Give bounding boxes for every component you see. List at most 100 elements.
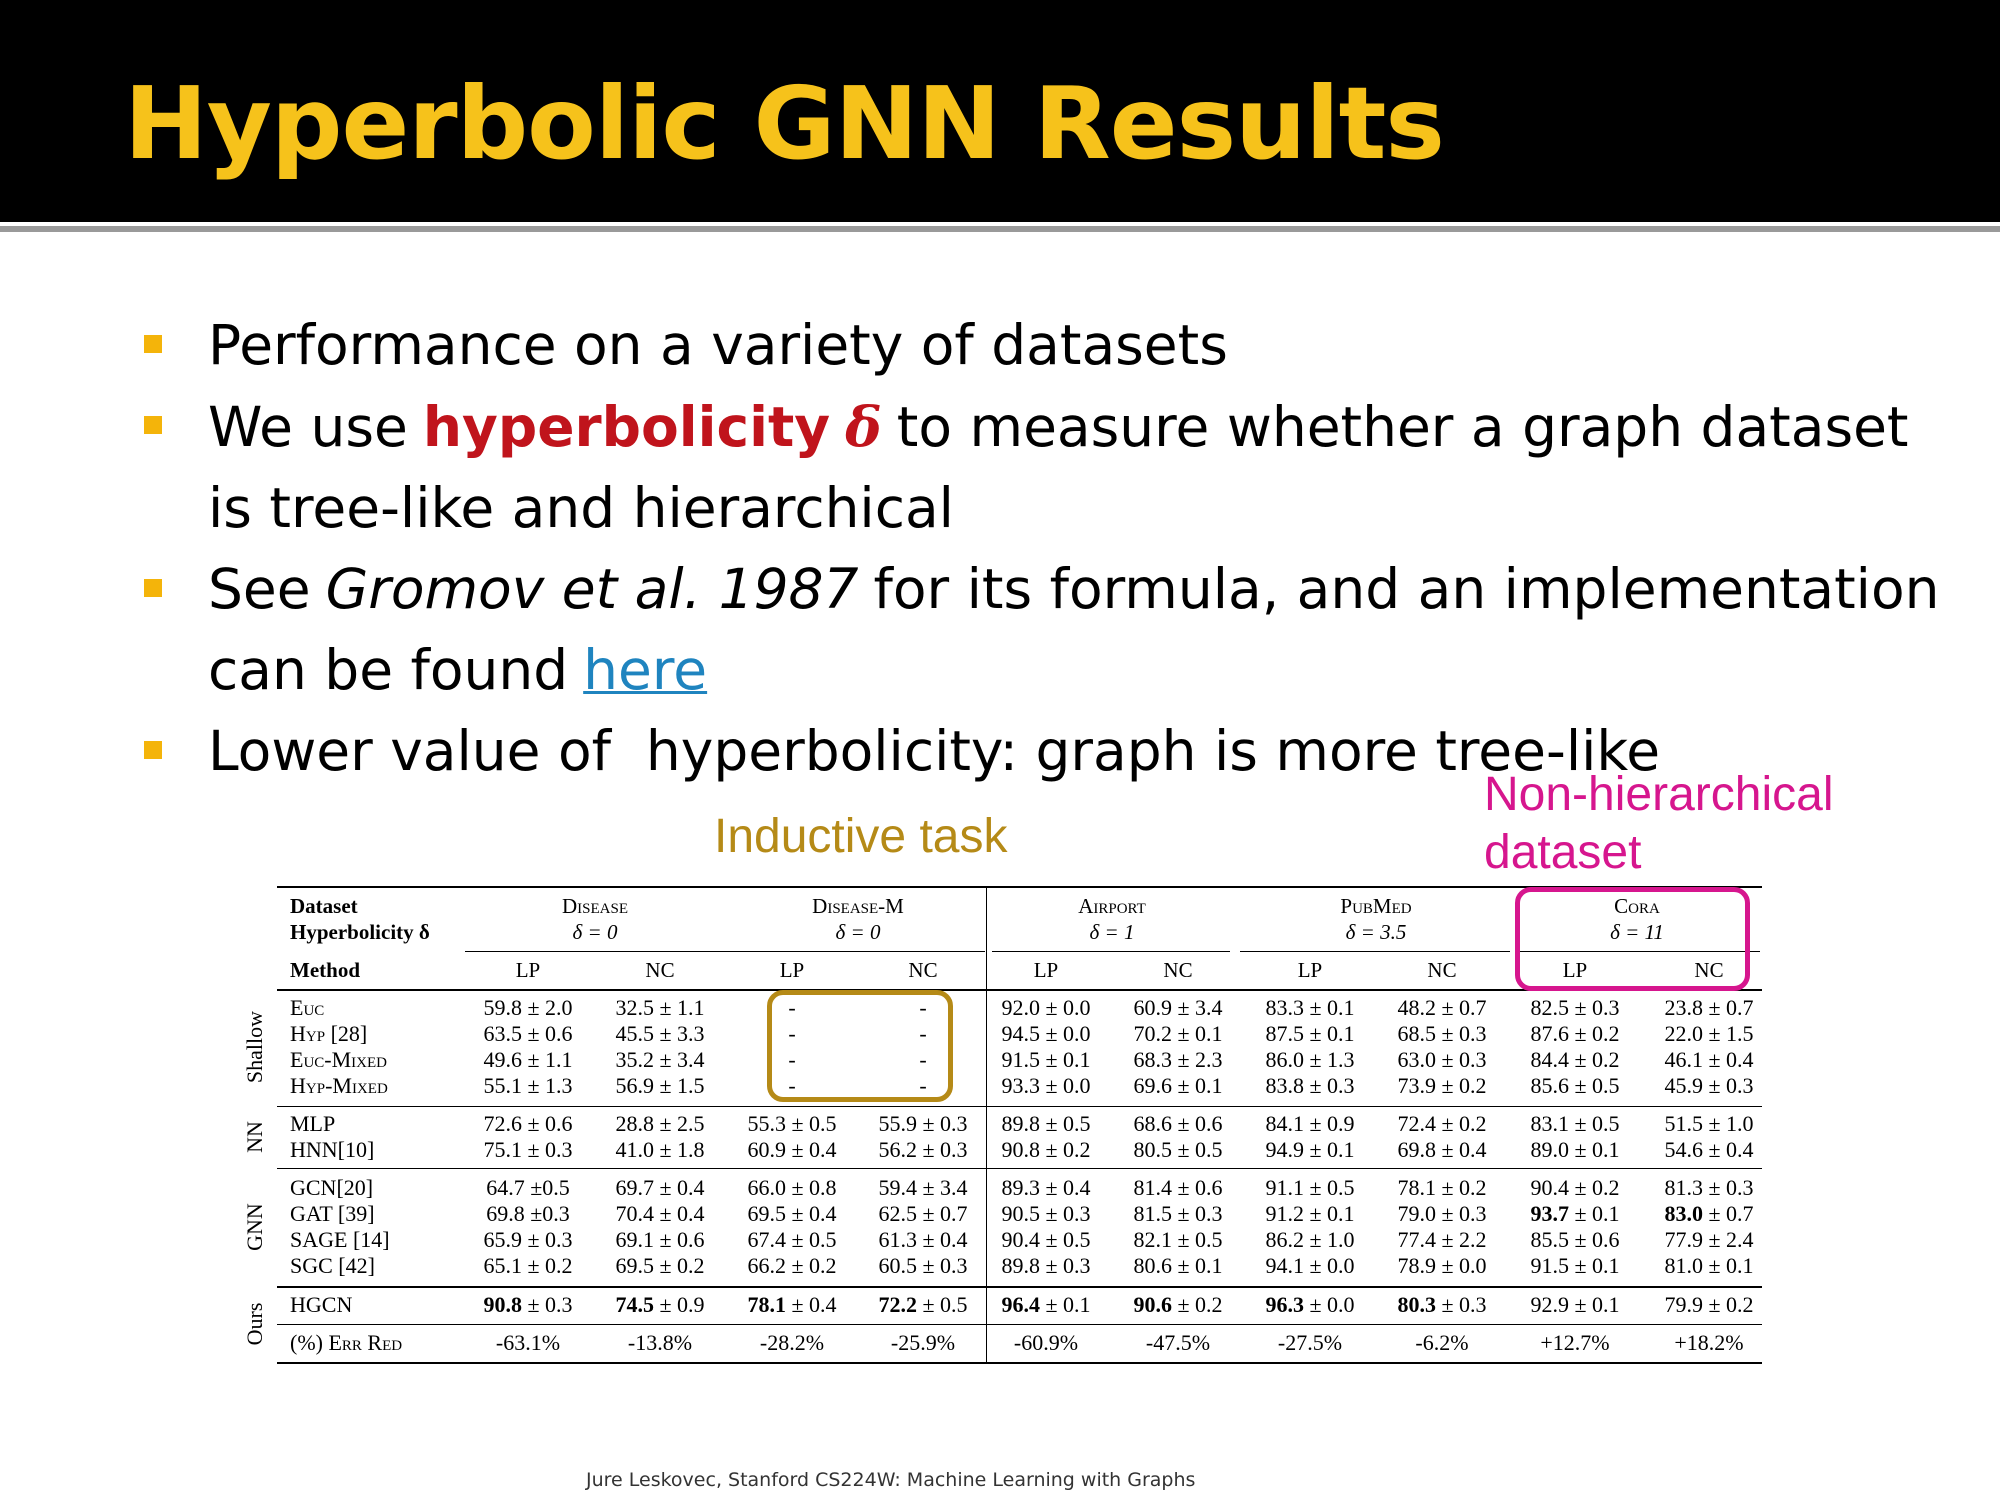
table-cell: 66.0 ± 0.8 [747, 1175, 837, 1200]
table-cell: -27.5% [1277, 1330, 1343, 1355]
table-cell: - [788, 1073, 796, 1098]
table-cell: 86.0 ± 1.3 [1265, 1047, 1355, 1072]
best-value: 72.2 [878, 1292, 917, 1317]
table-cell: 89.8 ± 0.5 [1001, 1111, 1091, 1136]
table-cell: 80.3 ± 0.3 [1397, 1292, 1487, 1317]
table-cell: 74.5 ± 0.9 [615, 1292, 705, 1317]
best-value: 90.8 [483, 1292, 522, 1317]
table-cell: 84.1 ± 0.9 [1265, 1111, 1355, 1136]
table-cell: 83.8 ± 0.3 [1265, 1073, 1355, 1098]
metric-header: NC [645, 958, 675, 982]
title-bar [0, 0, 2000, 222]
table-cell: 69.5 ± 0.2 [615, 1253, 705, 1278]
table-rule [277, 886, 1762, 888]
table-cell: 73.9 ± 0.2 [1397, 1073, 1487, 1098]
table-cell: 82.5 ± 0.3 [1530, 995, 1620, 1020]
metric-header: NC [1427, 958, 1457, 982]
table-cell: 70.4 ± 0.4 [615, 1201, 705, 1226]
table-cell: - [919, 1047, 927, 1072]
table-cell: 80.6 ± 0.1 [1133, 1253, 1223, 1278]
table-cell: 60.9 ± 3.4 [1133, 995, 1223, 1020]
table-rule [277, 989, 1762, 991]
dataset-name: Airport [1078, 894, 1146, 918]
method-name: GCN[20] [290, 1175, 374, 1200]
square-bullet-icon [144, 335, 162, 353]
table-cell: 56.9 ± 1.5 [615, 1073, 705, 1098]
bullet-list: Performance on a variety of datasets We … [140, 305, 1960, 792]
dataset-delta: δ = 1 [1089, 920, 1135, 944]
table-cell: 82.1 ± 0.5 [1133, 1227, 1223, 1252]
table-cell: 77.4 ± 2.2 [1397, 1227, 1487, 1252]
metric-header: NC [1163, 958, 1193, 982]
column-separator [986, 886, 987, 1362]
method-name: GAT [39] [290, 1201, 375, 1226]
table-cell: 46.1 ± 0.4 [1664, 1047, 1754, 1072]
method-name: HNN[10] [290, 1137, 375, 1162]
table-cell: 83.0 ± 0.7 [1664, 1201, 1754, 1226]
table-cell: - [788, 995, 796, 1020]
table-cell: -63.1% [495, 1330, 561, 1355]
metric-header: NC [1694, 958, 1724, 982]
table-cell: 61.3 ± 0.4 [878, 1227, 968, 1252]
table-cell: 87.5 ± 0.1 [1265, 1021, 1355, 1046]
dataset-underline [730, 951, 985, 952]
table-cell: 90.8 ± 0.2 [1001, 1137, 1091, 1162]
square-bullet-icon [144, 416, 162, 434]
cora-highlight-box [1515, 887, 1750, 991]
table-cell: +18.2% [1674, 1330, 1744, 1355]
best-value: 93.7 [1530, 1201, 1569, 1226]
dataset-underline [465, 951, 720, 952]
table-cell: 78.1 ± 0.4 [747, 1292, 837, 1317]
metric-header: LP [515, 958, 541, 982]
table-cell: 83.3 ± 0.1 [1265, 995, 1355, 1020]
bullet-lower-value: Lower value of hyperbolicity: graph is m… [140, 711, 1960, 792]
table-cell: 45.9 ± 0.3 [1664, 1073, 1754, 1098]
method-name: SGC [42] [290, 1253, 375, 1278]
table-cell: 72.4 ± 0.2 [1397, 1111, 1487, 1136]
table-cell: -25.9% [890, 1330, 956, 1355]
table-cell: 48.2 ± 0.7 [1397, 995, 1487, 1020]
table-cell: 59.8 ± 2.0 [483, 995, 573, 1020]
bullet-text: for its formula, and an implementation c… [208, 557, 1940, 702]
table-cell: 77.9 ± 2.4 [1664, 1227, 1754, 1252]
table-cell: 83.1 ± 0.5 [1530, 1111, 1620, 1136]
non-hierarchical-label: Non-hierarchical dataset [1484, 766, 1833, 882]
dataset-delta: δ = 11 [1610, 920, 1664, 944]
table-cell: 96.3 ± 0.0 [1265, 1292, 1355, 1317]
table-cell: 94.1 ± 0.0 [1265, 1253, 1355, 1278]
table-cell: 69.7 ± 0.4 [615, 1175, 705, 1200]
bullet-text: to measure whether a graph dataset is tr… [208, 395, 1909, 540]
implementation-link[interactable]: here [583, 638, 708, 702]
bullet-gromov: See Gromov et al. 1987 for its formula, an… [140, 549, 1960, 711]
dataset-delta: δ = 0 [572, 920, 618, 944]
best-value: 78.1 [747, 1292, 786, 1317]
table-cell: 78.1 ± 0.2 [1397, 1175, 1487, 1200]
table-cell: 94.5 ± 0.0 [1001, 1021, 1091, 1046]
table-cell: 59.4 ± 3.4 [878, 1175, 968, 1200]
table-cell: 93.7 ± 0.1 [1530, 1201, 1620, 1226]
table-cell: 23.8 ± 0.7 [1664, 995, 1754, 1020]
table-cell: 68.5 ± 0.3 [1397, 1021, 1487, 1046]
metric-header: LP [1562, 958, 1588, 982]
dataset-name: Cora [1614, 894, 1660, 918]
dataset-delta: δ = 0 [835, 920, 881, 944]
table-cell: 60.9 ± 0.4 [747, 1137, 837, 1162]
slide-title: Hyperbolic GNN Results [124, 65, 1445, 182]
table-cell: 62.5 ± 0.7 [878, 1201, 968, 1226]
table-cell: 65.1 ± 0.2 [483, 1253, 573, 1278]
delta-symbol: δ [845, 394, 882, 459]
table-cell: 67.4 ± 0.5 [747, 1227, 837, 1252]
square-bullet-icon [144, 579, 162, 597]
table-cell: 92.0 ± 0.0 [1001, 995, 1091, 1020]
table-cell: 91.1 ± 0.5 [1265, 1175, 1355, 1200]
table-cell: 66.2 ± 0.2 [747, 1253, 837, 1278]
dataset-underline [1240, 951, 1510, 952]
table-cell: 85.5 ± 0.6 [1530, 1227, 1620, 1252]
table-cell: 55.9 ± 0.3 [878, 1111, 968, 1136]
table-cell: 81.5 ± 0.3 [1133, 1201, 1223, 1226]
table-cell: 86.2 ± 1.0 [1265, 1227, 1355, 1252]
table-cell: 90.6 ± 0.2 [1133, 1292, 1223, 1317]
table-cell: 68.6 ± 0.6 [1133, 1111, 1223, 1136]
table-cell: 91.5 ± 0.1 [1001, 1047, 1091, 1072]
table-cell: 41.0 ± 1.8 [615, 1137, 705, 1162]
